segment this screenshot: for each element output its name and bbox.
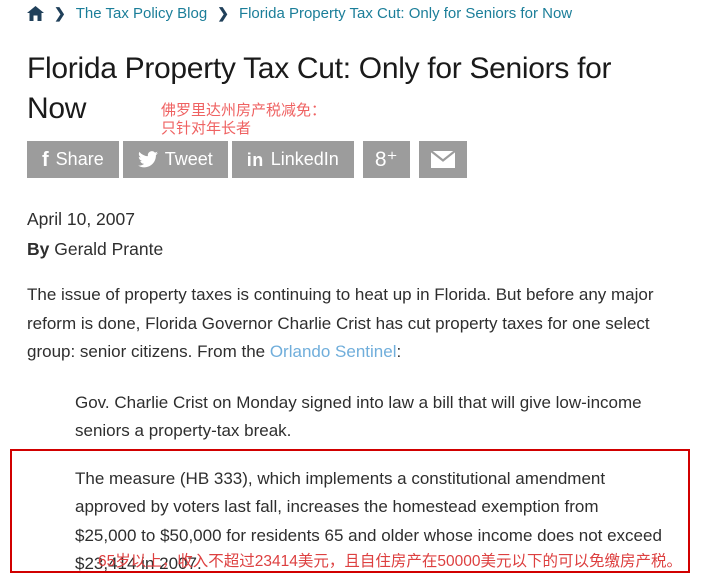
google-plus-icon: 8⁺	[374, 148, 398, 171]
share-buttons-row: f Share Tweet in LinkedIn 8⁺	[27, 141, 712, 178]
page-title: Florida Property Tax Cut: Only for Senio…	[27, 52, 612, 125]
blockquote: Gov. Charlie Crist on Monday signed into…	[75, 389, 700, 579]
linkedin-share-button[interactable]: in LinkedIn	[231, 141, 354, 178]
facebook-icon: f	[42, 148, 49, 171]
linkedin-share-label: LinkedIn	[270, 149, 339, 169]
author-name: Gerald Prante	[54, 239, 164, 259]
intro-text-before: The issue of property taxes is continuin…	[27, 285, 654, 361]
byline-prefix: By	[27, 239, 50, 259]
blog-article-page: { "breadcrumb": { "separator": "❯", "blo…	[0, 5, 712, 580]
chinese-title-annotation: 佛罗里达州房产税减免： 只针对年长者	[161, 102, 327, 137]
chevron-right-icon: ❯	[54, 5, 66, 21]
quote-paragraph-2: The measure (HB 333), which implements a…	[75, 468, 662, 574]
envelope-icon	[430, 151, 455, 168]
orlando-sentinel-link[interactable]: Orlando Sentinel	[269, 342, 397, 361]
twitter-bird-icon	[137, 151, 158, 168]
breadcrumb-current-page[interactable]: Florida Property Tax Cut: Only for Senio…	[238, 5, 573, 22]
chevron-right-icon: ❯	[217, 5, 229, 21]
facebook-share-button[interactable]: f Share	[27, 141, 119, 178]
intro-paragraph: The issue of property taxes is continuin…	[27, 281, 707, 367]
home-icon[interactable]	[27, 5, 44, 22]
article-byline: By Gerald Prante	[27, 239, 712, 260]
facebook-share-label: Share	[55, 149, 104, 169]
quote-paragraph-1: Gov. Charlie Crist on Monday signed into…	[75, 392, 642, 441]
twitter-tweet-button[interactable]: Tweet	[122, 141, 228, 178]
breadcrumb-blog-link[interactable]: The Tax Policy Blog	[75, 5, 208, 22]
twitter-tweet-label: Tweet	[164, 149, 213, 169]
breadcrumb: ❯ The Tax Policy Blog ❯ Florida Property…	[27, 5, 712, 22]
google-plus-share-button[interactable]: 8⁺	[362, 141, 410, 178]
linkedin-icon: in	[246, 149, 264, 170]
article-date: April 10, 2007	[27, 209, 135, 229]
chinese-box-annotation: 65岁以上，收入不超过23414美元，且自住房产在50000美元以下的可以免缴房…	[98, 553, 682, 570]
intro-text-after: :	[396, 342, 402, 361]
email-share-button[interactable]	[418, 141, 467, 178]
